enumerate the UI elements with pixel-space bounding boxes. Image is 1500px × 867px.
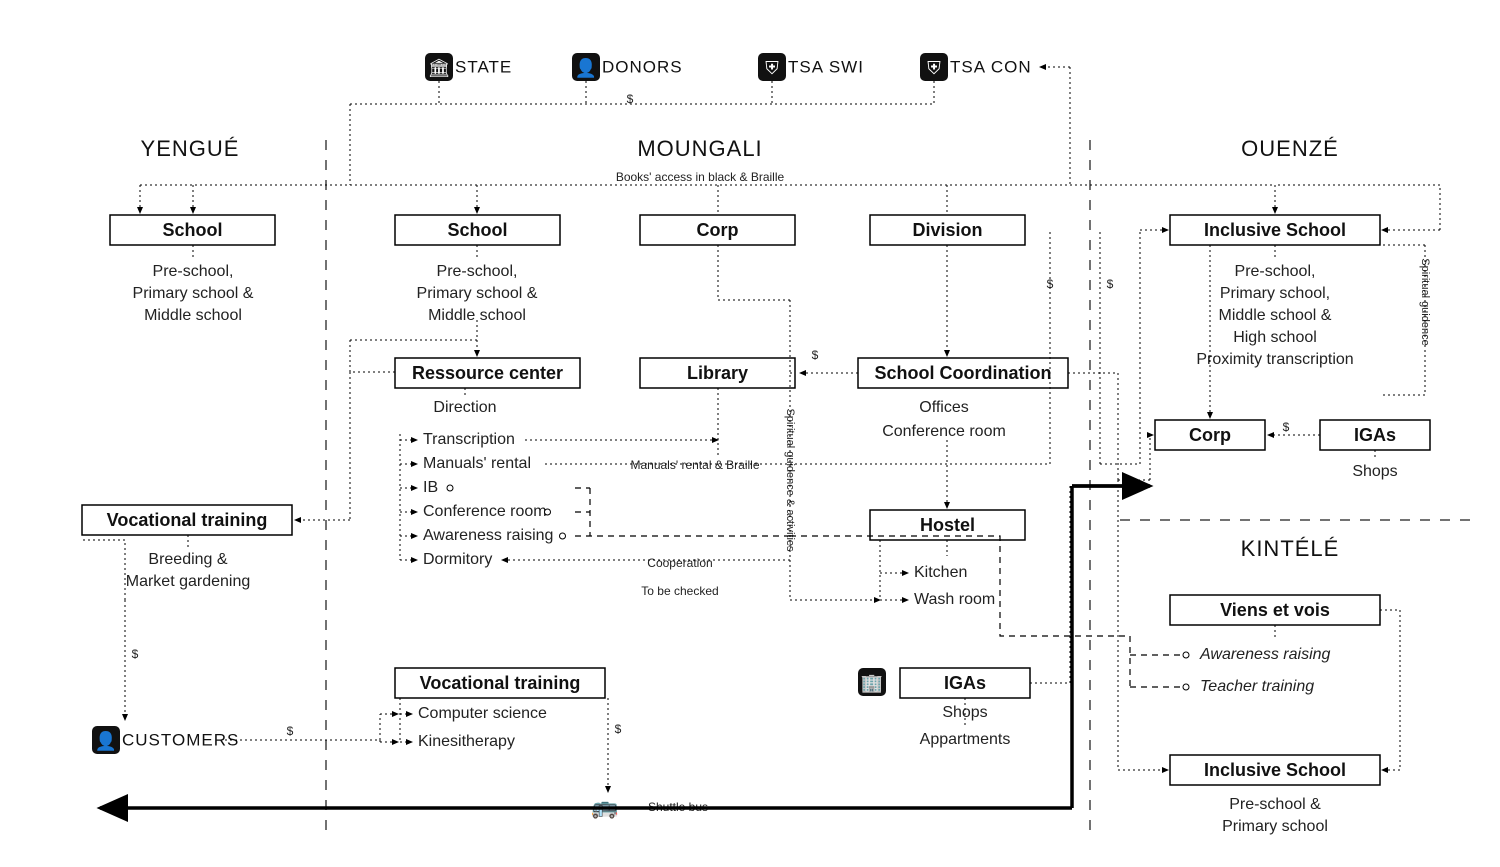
viens_teacher: Teacher training (1200, 678, 1314, 695)
hostel-wash: Wash room (914, 591, 995, 608)
igas_m-label: IGAs (944, 673, 986, 693)
vm-kt: Kinesitherapy (418, 733, 515, 750)
edge-label-money_cust: $ (287, 724, 294, 738)
school_coord-label: School Coordination (875, 363, 1052, 383)
moungali-school-sub: Primary school & (417, 285, 538, 302)
svg-text:⛨: ⛨ (927, 58, 941, 78)
edge-label-cooperation: Cooperation (647, 556, 712, 570)
rc-item: Conference room (423, 503, 547, 520)
division-label: Division (912, 220, 982, 240)
kintele-sub: Pre-school & (1229, 796, 1321, 813)
vm-cs: Computer science (418, 705, 547, 722)
yengue_school-label: School (162, 220, 222, 240)
hostel-label: Hostel (920, 515, 975, 535)
edge-label-money_vm: $ (615, 722, 622, 736)
region-ouenze: OUENZÉ (1241, 136, 1339, 161)
corp_o-label: Corp (1189, 425, 1231, 445)
ouenze-school-sub: Middle school & (1219, 307, 1332, 324)
edge-label-money_lib: $ (812, 348, 819, 362)
region-yengue: YENGUÉ (141, 136, 240, 161)
rc-item: Manuals' rental (423, 455, 531, 472)
tsa_swi-label: TSA SWI (788, 57, 864, 76)
hostel-kitchen: Kitchen (914, 564, 967, 581)
edge-label-money_oc1: $ (1047, 277, 1054, 291)
kintele-sub: Primary school (1222, 818, 1328, 835)
edge-label-to_be_checked: To be checked (641, 584, 718, 598)
svg-text:🏛: 🏛 (428, 58, 451, 78)
vocational-y-sub: Breeding & (148, 551, 227, 568)
inclusive_school_o-label: Inclusive School (1204, 220, 1346, 240)
region-kintele: KINTÉLÉ (1241, 536, 1340, 561)
rc-item: Awareness raising (423, 527, 553, 544)
svg-text:⛨: ⛨ (765, 58, 779, 78)
library-label: Library (687, 363, 748, 383)
vocational_y-label: Vocational training (107, 510, 268, 530)
edge-label-manuals_braille: Manuals' rental & Braille (630, 458, 759, 472)
state-label: STATE (455, 57, 512, 76)
coord-conf: Conference room (882, 423, 1006, 440)
igas_o-label: IGAs (1354, 425, 1396, 445)
vocational-y-sub: Market gardening (126, 573, 251, 590)
edge-label-money_oc2: $ (1107, 277, 1114, 291)
rc-item: Transcription (423, 431, 515, 448)
tsa_con-label: TSA CON (950, 57, 1032, 76)
yengue-school-sub: Primary school & (133, 285, 254, 302)
ouenze-school-sub: Primary school, (1220, 285, 1330, 302)
inclusive_school_k-label: Inclusive School (1204, 760, 1346, 780)
yengue-school-sub: Middle school (144, 307, 242, 324)
svg-text:👤: 👤 (95, 730, 117, 751)
ouenze-school-sub: Pre-school, (1235, 263, 1316, 280)
svg-text:🏢: 🏢 (861, 673, 883, 693)
moungali-school-sub: Pre-school, (437, 263, 518, 280)
yengue-school-sub: Pre-school, (153, 263, 234, 280)
rc-direction: Direction (433, 399, 496, 416)
ouenze-school-sub: High school (1233, 329, 1317, 346)
viens_aware: Awareness raising (1199, 646, 1331, 663)
customers-label: CUSTOMERS (122, 730, 239, 749)
edge-label-money_y: $ (132, 647, 139, 661)
edge-label-books_access: Books' access in black & Braille (616, 170, 785, 184)
resource_center-label: Ressource center (412, 363, 563, 383)
region-moungali: MOUNGALI (637, 136, 762, 161)
rc-item: Dormitory (423, 551, 492, 568)
igas-o-shops: Shops (1352, 463, 1397, 480)
rc-item: IB (423, 479, 438, 496)
svg-text:👤: 👤 (575, 57, 597, 78)
donors-label: DONORS (602, 57, 683, 76)
diagram-canvas: YENGUÉ MOUNGALI OUENZÉ KINTÉLÉ 🏛STATE 👤 DONORS… (0, 0, 1500, 867)
moungali_school-label: School (447, 220, 507, 240)
igas-m-appt: Appartments (920, 731, 1011, 748)
edge-label-money_corp_o: $ (1283, 420, 1290, 434)
ouenze-school-sub: Proximity transcription (1196, 351, 1353, 368)
viens_et_vois-label: Viens et vois (1220, 600, 1330, 620)
vocational_m-label: Vocational training (420, 673, 581, 693)
corp_m-label: Corp (697, 220, 739, 240)
coord-offices: Offices (919, 399, 969, 416)
